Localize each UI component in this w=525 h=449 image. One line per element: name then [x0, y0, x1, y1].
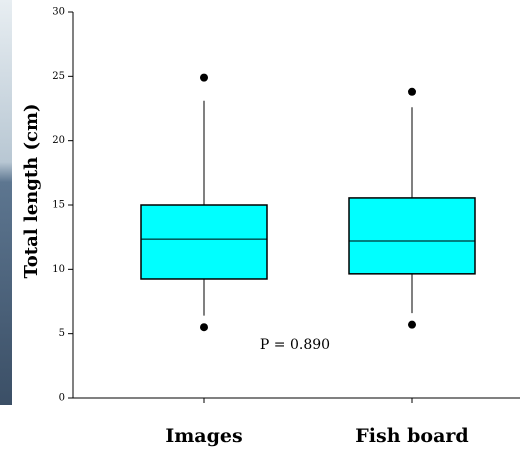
y-tick-label: 0: [59, 393, 65, 404]
x-tick-label: Fish board: [355, 425, 468, 447]
annotation: P = 0.890: [260, 337, 330, 353]
y-tick-label: 10: [52, 264, 65, 275]
outlier: [200, 74, 208, 82]
y-tick-label: 15: [52, 200, 65, 211]
y-tick-label: 30: [52, 7, 65, 18]
y-tick-label: 5: [59, 328, 65, 339]
chart: Total length (cm) P = 0.890 0 5 10 15 20 25 30…: [0, 0, 525, 449]
outlier: [408, 321, 416, 329]
box: [141, 205, 267, 279]
y-axis-label: Total length (cm): [21, 103, 42, 278]
box: [349, 198, 475, 274]
y-tick-label: 25: [52, 71, 65, 82]
x-tick-label: Images: [165, 425, 242, 447]
photo-edge: [0, 0, 12, 405]
page: {"chart_data": {"type": "box", "y_label"…: [0, 0, 525, 449]
y-tick-label: 20: [52, 135, 65, 146]
outlier: [200, 323, 208, 331]
outlier: [408, 88, 416, 96]
